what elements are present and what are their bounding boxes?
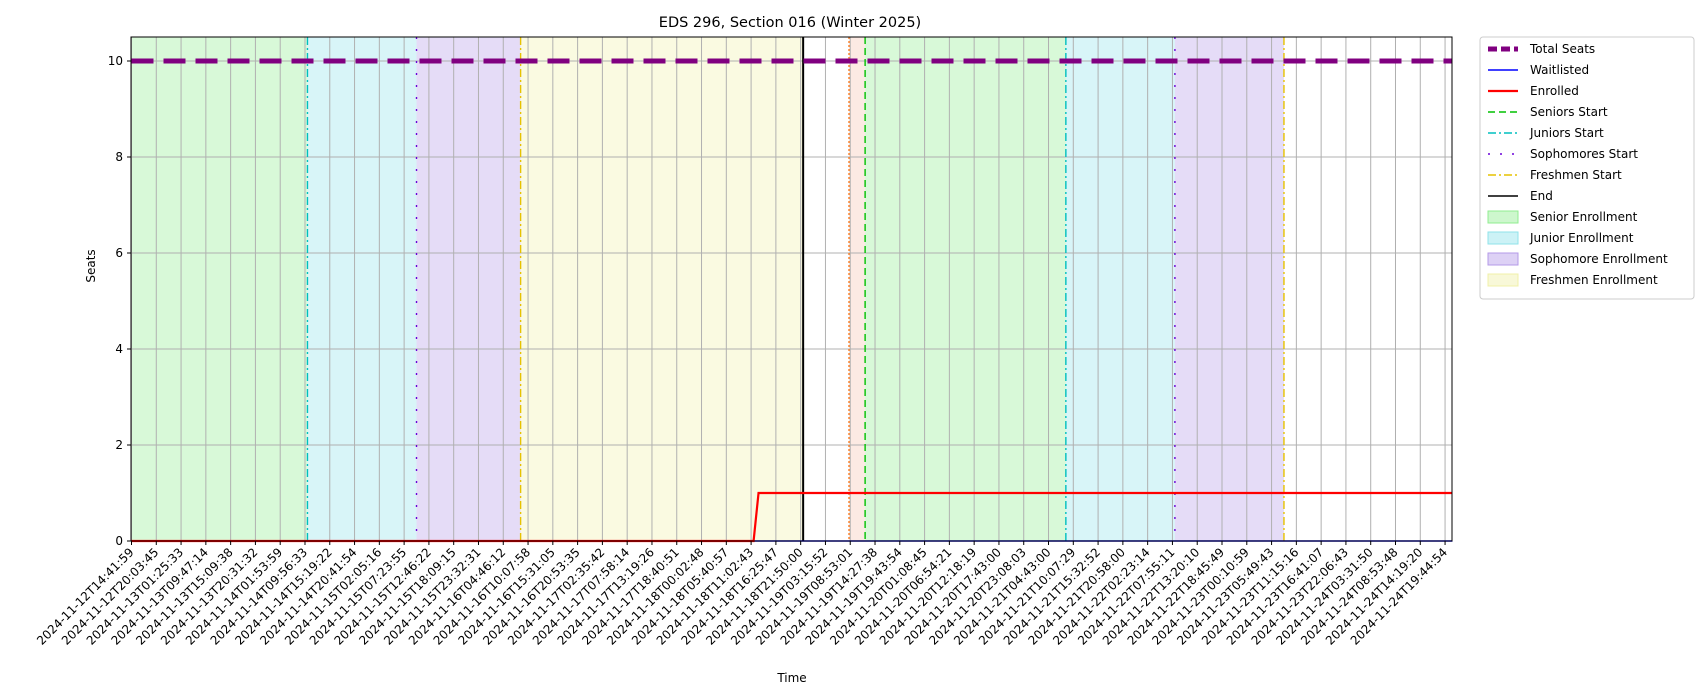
legend-swatch — [1487, 210, 1519, 224]
legend-label: Total Seats — [1529, 42, 1595, 56]
y-tick-label: 10 — [108, 54, 123, 68]
legend-box — [1479, 36, 1695, 300]
region-senior-enrollment — [865, 37, 1066, 541]
chart-title: EDS 296, Section 016 (Winter 2025) — [659, 15, 921, 31]
legend-label: Juniors Start — [1529, 126, 1604, 140]
y-tick-label: 8 — [115, 150, 123, 164]
legend-swatch — [1487, 273, 1519, 287]
legend: Total Seats Waitlisted Enrolled Seniors Sta… — [1479, 36, 1695, 300]
legend-swatch — [1487, 231, 1519, 245]
y-tick-label: 2 — [115, 438, 123, 452]
y-axis-title: Seats — [84, 249, 98, 282]
plot-frame — [130, 36, 1453, 542]
legend-label: End — [1530, 189, 1553, 203]
legend-label: Enrolled — [1530, 84, 1579, 98]
region-senior-enrollment — [131, 37, 308, 541]
period-regions — [131, 37, 1284, 541]
region-pre-period — [848, 37, 866, 541]
grid — [130, 37, 1452, 542]
legend-label: Freshmen Enrollment — [1530, 273, 1658, 287]
region-junior-enrollment — [1065, 37, 1175, 541]
legend-label: Seniors Start — [1530, 105, 1608, 119]
y-tick-label: 0 — [115, 534, 123, 548]
legend-label: Junior Enrollment — [1529, 231, 1634, 245]
legend-label: Sophomores Start — [1530, 147, 1638, 161]
legend-label: Freshmen Start — [1530, 168, 1622, 182]
legend-label: Sophomore Enrollment — [1530, 252, 1668, 266]
legend-label: Waitlisted — [1530, 63, 1589, 77]
period-lines — [306, 37, 1285, 541]
region-sophomore-enrollment — [1174, 37, 1284, 541]
legend-swatch — [1487, 252, 1519, 266]
legend-label: Senior Enrollment — [1530, 210, 1638, 224]
region-freshmen-enrollment — [520, 37, 804, 541]
x-axis-title: Time — [776, 671, 806, 685]
y-tick-label: 6 — [115, 246, 123, 260]
axes: 02468102024-11-12T14:41:592024-11-12T20:… — [34, 36, 1453, 648]
y-tick-label: 4 — [115, 342, 123, 356]
region-sophomore-enrollment — [416, 37, 521, 541]
region-junior-enrollment — [307, 37, 417, 541]
